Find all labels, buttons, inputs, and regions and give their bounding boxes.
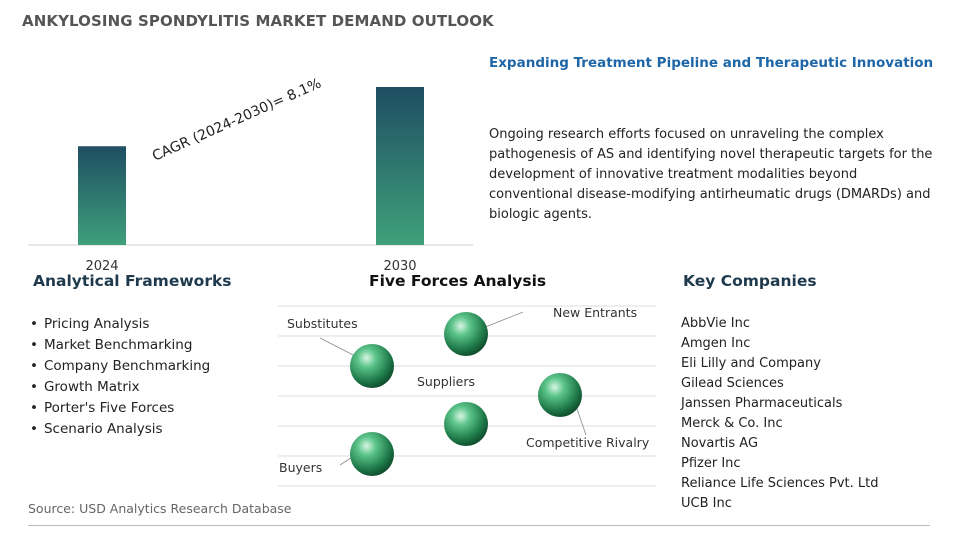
list-item: Janssen Pharmaceuticals <box>681 396 843 411</box>
substitutes-label: Substitutes <box>287 316 358 331</box>
key-companies-list: AbbVie Inc Amgen Inc Eli Lilly and Compa… <box>681 314 879 514</box>
source-note: Source: USD Analytics Research Database <box>28 501 292 516</box>
x-tick-label: 2024 <box>85 259 118 274</box>
frameworks-list: Pricing Analysis Market Benchmarking Com… <box>30 314 210 440</box>
frameworks-title: Analytical Frameworks <box>33 272 232 290</box>
list-item: Reliance Life Sciences Pvt. Ltd <box>681 476 879 491</box>
list-item: Merck & Co. Inc <box>681 416 783 431</box>
list-item: UCB Inc <box>681 496 732 511</box>
five-forces-title: Five Forces Analysis <box>369 272 547 290</box>
page-title: ANKYLOSING SPONDYLITIS MARKET DEMAND OUT… <box>22 12 494 30</box>
list-item: Gilead Sciences <box>681 376 784 391</box>
suppliers-sphere <box>444 402 488 446</box>
buyers-label: Buyers <box>279 460 323 475</box>
highlight-title: Expanding Treatment Pipeline and Therape… <box>489 55 934 71</box>
list-item: Pricing Analysis <box>30 314 210 335</box>
list-item: Scenario Analysis <box>30 419 210 440</box>
divider <box>28 525 930 526</box>
new-entrants-sphere <box>444 312 488 356</box>
list-item: Amgen Inc <box>681 336 751 351</box>
list-item: AbbVie Inc <box>681 316 750 331</box>
demand-bar-chart: 2024 2030 <box>28 87 473 274</box>
x-tick-label: 2030 <box>383 259 416 274</box>
list-item: Novartis AG <box>681 436 759 451</box>
new-entrants-label: New Entrants <box>553 305 638 320</box>
suppliers-label: Suppliers <box>417 374 476 389</box>
bar-2030 <box>376 87 424 245</box>
list-item: Porter's Five Forces <box>30 398 210 419</box>
competitive-rivalry-sphere <box>538 373 582 417</box>
list-item: Eli Lilly and Company <box>681 356 821 371</box>
buyers-sphere <box>350 432 394 476</box>
bar-2024 <box>78 146 126 245</box>
key-companies-title: Key Companies <box>683 272 817 290</box>
substitutes-sphere <box>350 344 394 388</box>
list-item: Pfizer Inc <box>681 456 741 471</box>
five-forces-diagram <box>278 305 656 487</box>
list-item: Company Benchmarking <box>30 356 210 377</box>
highlight-body: Ongoing research efforts focused on unra… <box>489 127 933 222</box>
list-item: Growth Matrix <box>30 377 210 398</box>
competitive-rivalry-label: Competitive Rivalry <box>526 435 650 450</box>
list-item: Market Benchmarking <box>30 335 210 356</box>
